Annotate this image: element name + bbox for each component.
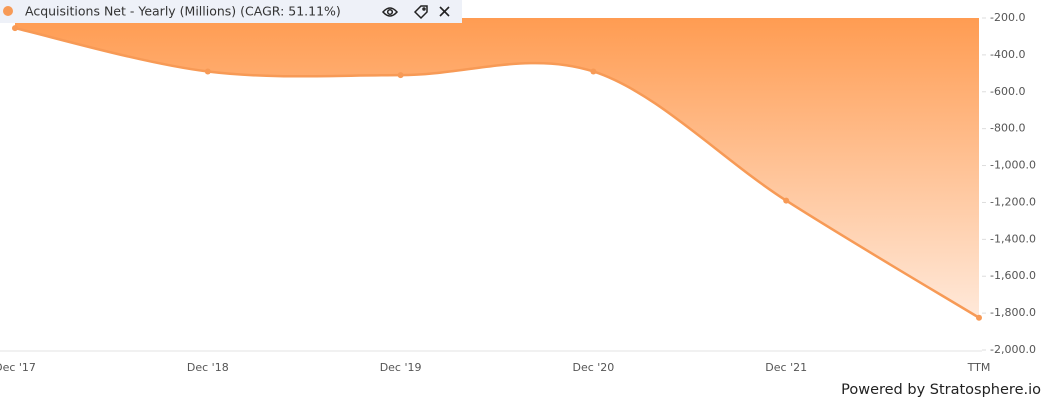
legend-swatch bbox=[3, 6, 13, 16]
line bbox=[14, 26, 980, 319]
x-tick-label: Dec '19 bbox=[380, 361, 422, 374]
y-tick-label: -1,600.0 bbox=[990, 269, 1036, 282]
y-tick-label: -400.0 bbox=[990, 48, 1025, 61]
y-tick-label: -1,200.0 bbox=[990, 195, 1036, 208]
x-tick-label: Dec '17 bbox=[0, 361, 36, 374]
y-tick-label: -1,800.0 bbox=[990, 306, 1036, 319]
legend-title: Acquisitions Net - Yearly (Millions) (CA… bbox=[25, 4, 341, 19]
y-tick-label: -1,400.0 bbox=[990, 232, 1036, 245]
y-tick-label: -200.0 bbox=[990, 11, 1025, 24]
y-tick-label: -1,000.0 bbox=[990, 159, 1036, 172]
point bbox=[204, 68, 211, 75]
point bbox=[976, 314, 982, 321]
area bbox=[15, 18, 979, 318]
x-tick-label: TTM bbox=[967, 361, 991, 374]
plot-area bbox=[12, 18, 982, 321]
footer: Powered by Stratosphere.io bbox=[841, 382, 1041, 398]
y-tick-label: -600.0 bbox=[990, 85, 1025, 98]
tag-icon[interactable] bbox=[413, 5, 428, 20]
close-icon[interactable] bbox=[439, 6, 450, 17]
legend bbox=[0, 0, 462, 23]
x-tick-label: Dec '20 bbox=[572, 361, 614, 374]
point bbox=[397, 72, 404, 79]
point bbox=[12, 25, 18, 32]
x-tick-label: Dec '21 bbox=[765, 361, 807, 374]
y-tick-label: -2,000.0 bbox=[990, 343, 1036, 356]
y-tick-label: -800.0 bbox=[990, 122, 1025, 135]
point bbox=[783, 197, 790, 204]
x-tick-label: Dec '18 bbox=[187, 361, 229, 374]
point bbox=[590, 68, 597, 75]
eye-icon[interactable] bbox=[382, 7, 398, 17]
